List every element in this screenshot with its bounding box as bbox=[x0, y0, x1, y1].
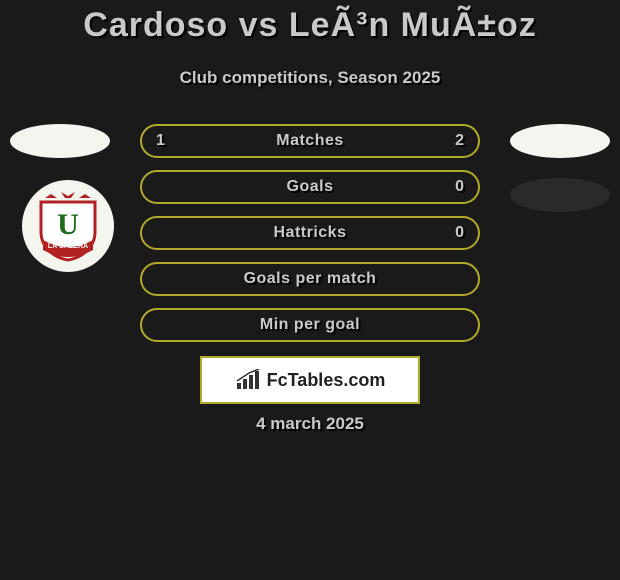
branding-box: FcTables.com bbox=[200, 356, 420, 404]
stat-right-value: 2 bbox=[455, 132, 464, 150]
player-right-badge bbox=[510, 124, 610, 158]
player-left-badge bbox=[10, 124, 110, 158]
stat-label: Min per goal bbox=[260, 316, 360, 334]
page-title: Cardoso vs LeÃ³n MuÃ±oz bbox=[0, 6, 620, 45]
stat-row-hattricks: Hattricks 0 bbox=[140, 216, 480, 250]
stat-row-goals: Goals 0 bbox=[140, 170, 480, 204]
stat-row-min-per-goal: Min per goal bbox=[140, 308, 480, 342]
svg-text:LA CALERA: LA CALERA bbox=[48, 243, 88, 250]
page-subtitle: Club competitions, Season 2025 bbox=[0, 68, 620, 88]
stat-left-value: 1 bbox=[156, 132, 165, 150]
shield-icon: U LA CALERA bbox=[37, 190, 99, 262]
stat-right-value: 0 bbox=[455, 224, 464, 242]
stat-label: Hattricks bbox=[274, 224, 347, 242]
stat-label: Goals bbox=[287, 178, 334, 196]
stat-row-matches: 1 Matches 2 bbox=[140, 124, 480, 158]
date-label: 4 march 2025 bbox=[0, 414, 620, 434]
branding-text: FcTables.com bbox=[267, 370, 386, 391]
bar-chart-icon bbox=[235, 369, 261, 391]
stat-row-goals-per-match: Goals per match bbox=[140, 262, 480, 296]
comparison-infographic: Cardoso vs LeÃ³n MuÃ±oz Club competition… bbox=[0, 6, 620, 580]
stat-rows: 1 Matches 2 Goals 0 Hattricks 0 Goals pe… bbox=[140, 124, 480, 354]
svg-text:U: U bbox=[57, 208, 79, 241]
stat-right-value: 0 bbox=[455, 178, 464, 196]
stat-label: Goals per match bbox=[244, 270, 377, 288]
team-emblem-left: U LA CALERA bbox=[22, 180, 114, 272]
stat-label: Matches bbox=[276, 132, 344, 150]
player-right-badge-2 bbox=[510, 178, 610, 212]
